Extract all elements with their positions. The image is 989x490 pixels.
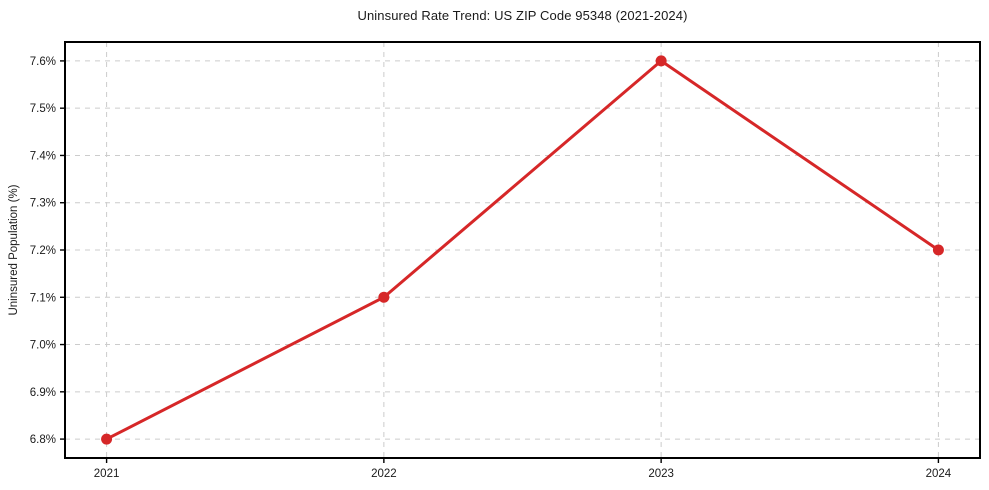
y-tick-label: 7.6% (30, 56, 56, 68)
y-tick-label: 7.5% (30, 103, 56, 115)
data-point-marker (655, 55, 667, 67)
trend-line (105, 59, 940, 441)
y-tick-label: 6.9% (30, 387, 56, 399)
x-tick-label: 2024 (926, 468, 952, 480)
x-tick-label: 2021 (94, 468, 120, 480)
plot-border (64, 41, 981, 459)
y-tick-label: 7.2% (30, 245, 56, 257)
y-tick-label: 7.1% (30, 292, 56, 304)
x-tick-label: 2022 (371, 468, 397, 480)
y-tick-label: 7.4% (30, 150, 56, 162)
data-point-marker (378, 291, 390, 303)
y-tick-label: 6.8% (30, 434, 56, 446)
x-tick-label: 2023 (648, 468, 674, 480)
y-tick-label: 7.0% (30, 340, 56, 352)
y-tick-label: 7.3% (30, 198, 56, 210)
chart-title: Uninsured Rate Trend: US ZIP Code 95348 … (357, 8, 688, 23)
data-point-marker (932, 244, 944, 256)
data-point-marker (101, 433, 113, 445)
